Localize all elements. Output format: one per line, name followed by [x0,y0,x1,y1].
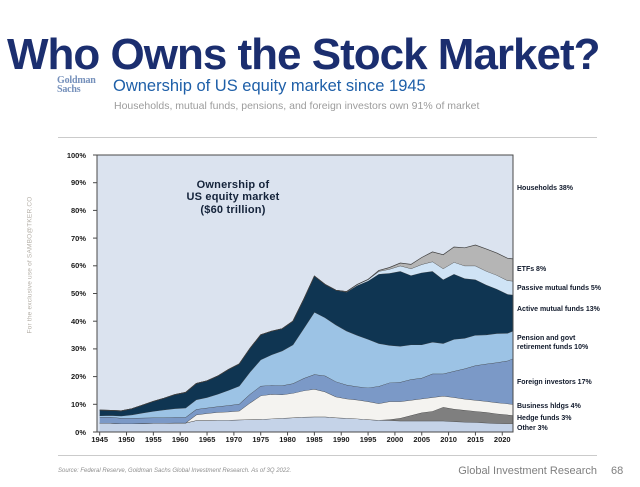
source-note: Source: Federal Reserve, Goldman Sachs G… [58,468,292,474]
x-axis-tick-label: 1950 [118,435,135,444]
x-axis-labels: 1945 1950 1955 1960 1965 1970 1975 1980 1985 1990… [89,435,521,447]
series-label-business-hldgs-4-: Business hldgs 4% [517,403,581,411]
area-outline-etfs [99,244,514,412]
series-label-other-3-: Other 3% [517,424,548,432]
x-axis-tick-label: 1985 [306,435,323,444]
series-label-foreign-investors-17-: Foreign investors 17% [517,379,592,387]
area-etfs [99,245,513,411]
page-number: 68 [611,465,624,477]
x-axis-tick-label: 1995 [359,435,377,444]
area-outline-foreign-investors [99,358,514,419]
area-hedge-funds [99,407,513,424]
chart-subheading: Households, mutual funds, pensions, and … [114,100,480,112]
chart-heading: Ownership of US equity market since 1945 [113,77,426,95]
x-axis-tick-label: 2010 [440,435,457,444]
series-label-passive-mutual-funds-5-: Passive mutual funds 5% [517,284,602,292]
y-axis-tick-label: 80% [70,205,86,215]
area-pension-and-govt-retirement-funds [99,312,513,419]
area-passive-mutual-funds [99,261,513,411]
logo-line-1: Goldman [57,75,96,86]
y-axis-tick-label: 70% [70,233,86,243]
chart-series-legend: Households 38% ETFs 8% Passive mutual fund… [517,151,640,443]
ownership-stacked-area-chart [93,154,514,436]
x-axis-tick-label: 1975 [252,435,270,444]
page-title: Who Owns the Stock Market? [7,30,601,80]
series-label-etfs-8-: ETFs 8% [517,265,547,273]
y-axis-tick-label: 90% [70,178,86,188]
series-label-active-mutual-funds-13-: Active mutual funds 13% [517,305,600,313]
y-axis-tick-label: 20% [70,372,86,382]
logo-line-2: Sachs [57,84,81,96]
x-axis-tick-label: 1955 [145,435,162,444]
exclusive-use-watermark: For the exclusive use of SAMBO@TKER.CO [26,196,34,334]
series-label-pension-and-govt: Pension and govt retirement funds 10% [517,335,589,352]
x-axis-tick-label: 1980 [279,435,296,444]
goldman-sachs-logo: Goldman Sachs [57,75,96,96]
y-axis-labels: 100% 90% 80% 70% 60% 50% 40% 30% 20% 10% 0% [52,151,86,443]
ownership-chart: Ownership of US equity market ($60 trill… [89,151,521,443]
y-axis-tick-label: 100% [66,150,86,160]
x-axis-tick-label: 2005 [413,435,431,444]
x-axis-tick-label: 2000 [386,435,404,444]
x-axis-tick-label: 1945 [91,435,109,444]
x-axis-tick-label: 2015 [467,435,484,444]
y-axis-tick-label: 0% [75,427,86,437]
area-active-mutual-funds [99,271,513,416]
y-axis-tick-label: 10% [70,399,86,409]
y-axis-tick-label: 30% [70,344,86,354]
y-axis-tick-label: 40% [70,316,86,326]
area-business-hldgs [99,389,513,424]
y-axis-tick-label: 60% [70,261,86,271]
top-divider [58,137,597,138]
series-label-households-38-: Households 38% [517,185,574,193]
x-axis-tick-label: 1965 [198,435,216,444]
x-axis-tick-label: 1970 [225,435,243,444]
y-axis-tick-label: 50% [70,289,86,298]
bottom-divider [58,455,597,456]
footer-department: Global Investment Research [458,465,597,477]
x-axis-tick-label: 2020 [493,435,511,444]
x-axis-tick-label: 1960 [171,435,189,444]
area-foreign-investors [99,358,513,424]
series-label-hedge-funds-3-: Hedge funds 3% [517,414,572,422]
chart-annotation: Ownership of US equity market ($60 trill… [186,179,280,216]
x-axis-tick-label: 1990 [332,435,350,444]
